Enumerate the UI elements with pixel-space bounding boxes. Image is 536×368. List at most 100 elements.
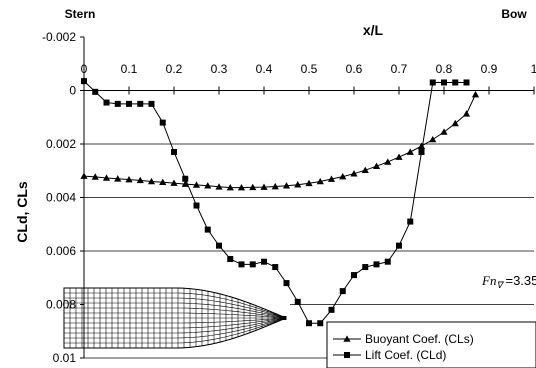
x-tick-label: 0 [81, 62, 88, 76]
y-tick-label: 0.006 [46, 244, 76, 258]
data-point-triangle [327, 175, 336, 182]
series-square [81, 78, 470, 327]
series-layer [80, 78, 480, 327]
hull-waterline [64, 302, 286, 318]
data-point-square [114, 100, 121, 107]
y-tick-label: 0.002 [46, 137, 76, 151]
data-point-square [182, 175, 189, 182]
legend-label: Buoyant Coef. (CLs) [365, 332, 474, 346]
y-tick-label: 0.01 [53, 351, 77, 365]
data-point-triangle [80, 172, 88, 179]
legend: Buoyant Coef. (CLs) Lift Coef. (CLd) [326, 321, 536, 368]
data-point-square [362, 264, 369, 271]
data-point-square [227, 256, 234, 263]
data-point-square [238, 261, 245, 268]
data-point-triangle [361, 166, 369, 174]
data-point-triangle [271, 182, 279, 190]
data-point-triangle [215, 183, 223, 190]
data-point-square [418, 149, 425, 156]
data-point-square [216, 242, 222, 249]
hull-waterline [64, 318, 286, 339]
data-point-square [452, 79, 459, 86]
data-point-triangle [440, 128, 448, 135]
data-point-triangle [260, 183, 268, 190]
data-point-square [148, 100, 155, 107]
data-point-triangle [282, 182, 291, 189]
y-tick-label: 0 [69, 84, 76, 98]
hull-waterline [64, 297, 286, 318]
data-point-triangle [384, 158, 392, 165]
data-point-square [344, 352, 350, 358]
data-point-triangle [226, 184, 234, 191]
data-point-square [306, 320, 312, 327]
data-point-triangle [91, 173, 99, 180]
data-point-square [351, 272, 357, 279]
data-point-triangle [339, 173, 347, 180]
x-tick-label: 0.1 [121, 62, 138, 76]
data-point-triangle [114, 175, 122, 182]
data-point-triangle [343, 335, 351, 342]
data-point-triangle [136, 176, 144, 184]
data-point-square [81, 78, 87, 85]
data-point-triangle [294, 181, 302, 188]
froude-label: Fn∇ =3.35 [481, 273, 536, 290]
data-point-square [137, 100, 144, 107]
data-point-square [441, 79, 447, 86]
froude-value: =3.35 [505, 273, 536, 288]
x-tick-label: 0.7 [391, 62, 408, 76]
series-triangle [80, 90, 480, 191]
data-point-square [159, 119, 166, 126]
froude-annotation: Fn∇ =3.35 [481, 273, 536, 290]
data-point-square [407, 218, 414, 225]
data-point-triangle [417, 142, 426, 149]
data-point-triangle [451, 119, 459, 127]
data-point-triangle [462, 110, 471, 117]
x-axis-title: x/L [363, 22, 384, 38]
x-tick-label: 1 [531, 62, 536, 76]
stern-label: Stern [65, 7, 96, 21]
data-point-square [249, 261, 256, 268]
data-point-triangle [395, 153, 403, 160]
data-point-square [283, 280, 290, 287]
data-point-square [193, 202, 200, 209]
data-point-triangle [237, 184, 246, 191]
data-point-square [339, 288, 346, 295]
data-point-triangle [170, 179, 178, 186]
y-axis-title: CLd, CLs [14, 181, 30, 243]
data-point-square [429, 79, 436, 86]
x-tick-label: 0.6 [346, 62, 363, 76]
data-point-triangle [406, 148, 414, 155]
data-point-square [463, 79, 470, 86]
data-point-square [373, 261, 380, 268]
data-point-triangle [429, 135, 437, 143]
data-point-triangle [372, 162, 381, 170]
hull-waterline [64, 287, 286, 317]
x-tick-label: 0.2 [166, 62, 183, 76]
data-point-square [126, 100, 132, 107]
data-point-square [317, 320, 324, 327]
data-point-triangle [350, 170, 358, 177]
legend-box [326, 321, 536, 368]
data-point-square [328, 306, 335, 313]
data-point-square [103, 99, 110, 106]
data-point-square [92, 88, 99, 95]
hull-waterline [64, 307, 286, 318]
hull-waterline [64, 318, 286, 324]
hull-waterline [64, 292, 286, 318]
data-point-square [294, 298, 301, 305]
hull-waterline [64, 318, 286, 329]
data-point-triangle [181, 180, 189, 187]
data-point-square [261, 258, 267, 265]
data-point-triangle [147, 177, 156, 185]
hull-mesh-illustration [62, 285, 290, 353]
data-point-square [272, 264, 279, 271]
data-point-square [171, 149, 177, 156]
froude-subscript: ∇ [496, 280, 504, 290]
x-tick-label: 0.4 [256, 62, 273, 76]
data-point-triangle [192, 181, 201, 188]
hull-waterline [64, 319, 286, 344]
x-tick-label: 0.3 [211, 62, 228, 76]
hull-waterline [64, 319, 286, 349]
data-point-triangle [159, 178, 167, 186]
